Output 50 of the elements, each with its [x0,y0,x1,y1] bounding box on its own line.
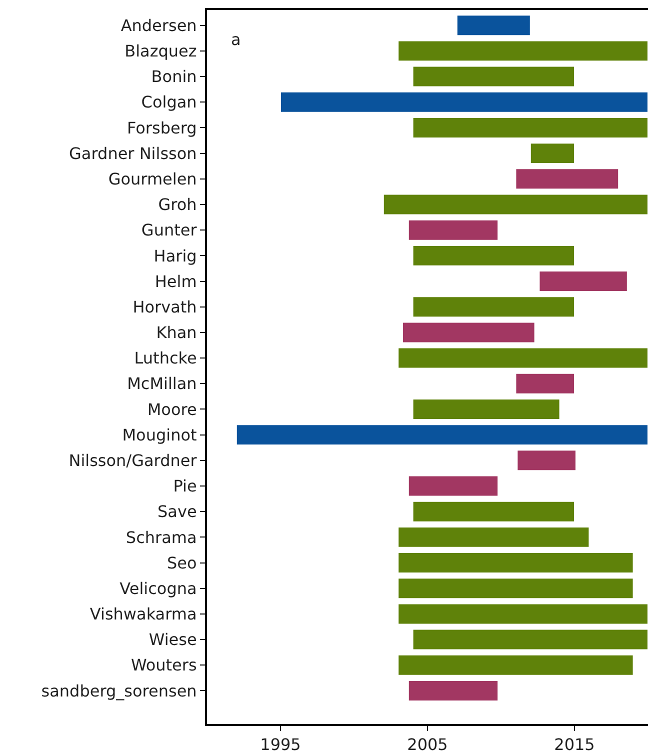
bar [408,475,499,497]
bar [412,500,575,522]
x-tick-label: 2015 [554,735,595,754]
bar [515,168,620,190]
bar [412,244,575,266]
y-tick-label: Helm [154,272,197,291]
x-tick-label: 1995 [260,735,301,754]
y-tick-label: Colgan [141,92,197,112]
y-tick-label: Gunter [141,220,198,240]
y-tick-label: Mouginot [122,425,197,444]
y-tick-label: Schrama [126,528,197,547]
y-tick-label: Wouters [130,656,197,675]
bar [515,372,575,394]
annotation: a [231,30,241,49]
bar [530,142,575,164]
y-tick-label: McMillan [127,374,197,394]
y-tick-label: Groh [158,195,197,214]
x-tick-label: 2005 [407,735,448,754]
y-tick-label: Nilsson/Gardner [68,451,198,470]
y-tick-label: Save [158,502,197,522]
y-tick-label: Blazquez [124,42,197,61]
y-tick-label: Pie [173,476,197,496]
y-tick-label: Seo [167,553,197,572]
y-tick-label: Harig [154,246,197,266]
y-tick-label: Bonin [151,67,197,86]
y-tick-label: Vishwakarma [90,604,197,624]
bar [408,680,499,702]
bar [516,450,576,472]
bar [398,526,590,548]
y-tick-label: Moore [147,400,197,419]
bar [538,270,628,292]
bar [412,296,575,318]
bar [412,398,560,420]
bar [412,66,575,88]
y-tick-label: Gourmelen [108,170,197,188]
bar [398,578,634,600]
bar [398,654,634,676]
y-tick-label: Wiese [148,630,197,650]
y-tick-label: Forsberg [127,118,197,138]
y-tick-label: Andersen [120,16,197,35]
bar [398,552,634,574]
y-tick-label: Horvath [132,297,197,316]
y-tick-label: sandberg_sorensen [41,681,197,700]
y-tick-label: Gardner Nilsson [69,144,197,163]
y-tick-label: Luthcke [134,348,197,368]
y-tick-label: Velicogna [120,578,197,598]
bar [402,322,536,344]
bar [456,14,531,36]
y-tick-label: Khan [156,323,197,342]
bar [408,219,499,241]
